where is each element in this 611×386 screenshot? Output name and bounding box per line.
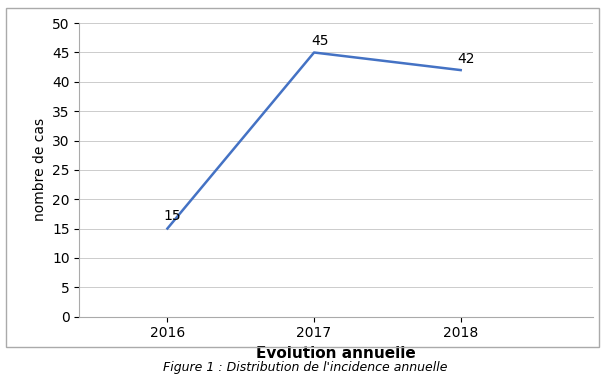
Text: Figure 1 : Distribution de l'incidence annuelle: Figure 1 : Distribution de l'incidence a… (163, 361, 448, 374)
Text: 42: 42 (458, 52, 475, 66)
X-axis label: Evolution annuelle: Evolution annuelle (256, 346, 416, 361)
Text: 45: 45 (311, 34, 329, 49)
Y-axis label: nombre de cas: nombre de cas (32, 118, 46, 222)
Text: 15: 15 (164, 209, 181, 223)
